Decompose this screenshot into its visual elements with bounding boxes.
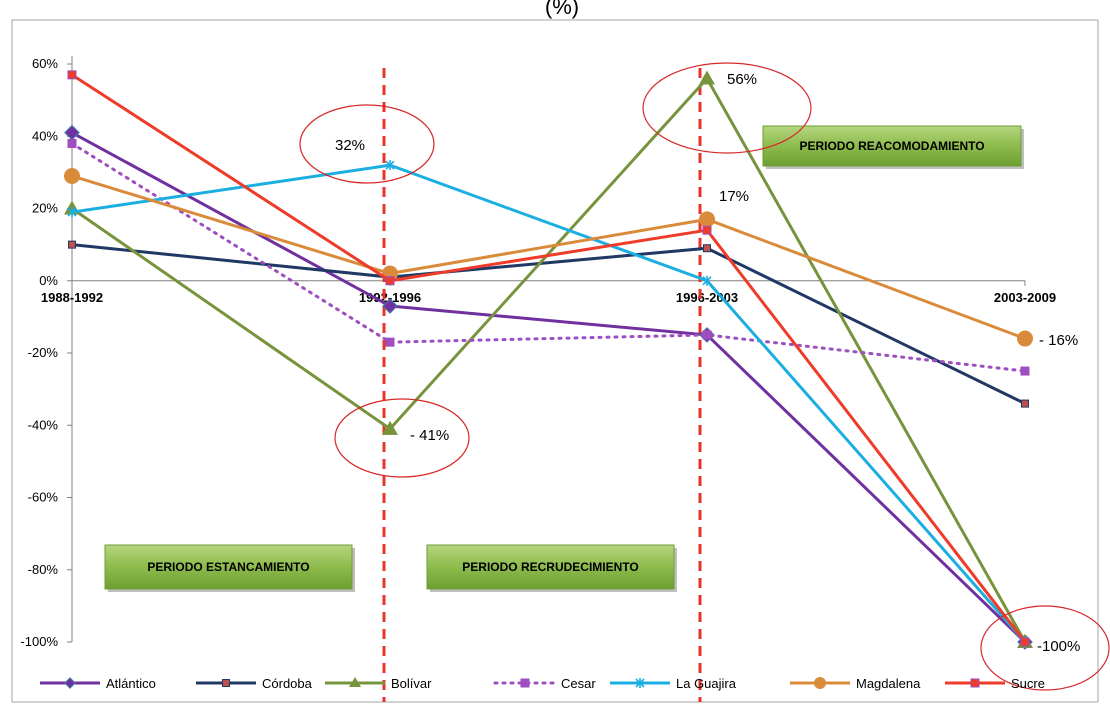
- data-point: [64, 167, 80, 184]
- data-point: [385, 337, 395, 347]
- series-line: [71, 76, 1027, 643]
- series-line: [71, 73, 1027, 643]
- x-tick-label: 1992-1996: [359, 290, 421, 305]
- legend-item: Atlántico: [40, 676, 156, 691]
- legend-item: Magdalena: [790, 676, 921, 691]
- data-point: [699, 70, 715, 85]
- highlight-ellipse: [642, 62, 812, 154]
- legend-swatch-marker: [520, 678, 530, 688]
- period-box-label: PERIODO RECRUDECIMIENTO: [462, 560, 638, 574]
- legend-label: Bolívar: [391, 676, 432, 691]
- series-line: [71, 243, 1026, 405]
- y-tick-label: -20%: [28, 345, 59, 360]
- y-tick-label: -80%: [28, 562, 59, 577]
- series-line: [71, 163, 1027, 643]
- legend-item: Córdoba: [196, 676, 313, 691]
- data-point: [702, 330, 712, 340]
- page-title: (%): [545, 0, 579, 19]
- data-point: [385, 276, 395, 286]
- legend-label: Atlántico: [106, 676, 156, 691]
- legend-swatch-marker: [814, 677, 826, 689]
- period-box-label: PERIODO ESTANCAMIENTO: [147, 560, 309, 574]
- legend-label: Sucre: [1011, 676, 1045, 691]
- data-point: [1021, 399, 1029, 408]
- annotation-label: 32%: [335, 137, 365, 154]
- legend-swatch-marker: [349, 677, 361, 687]
- highlight-ellipse: [299, 104, 435, 184]
- period-box: [762, 125, 1022, 167]
- legend-label: La Guajira: [676, 676, 737, 691]
- legend-label: Cesar: [561, 676, 596, 691]
- data-point: [382, 420, 398, 435]
- data-point: [1017, 330, 1033, 347]
- x-tick-label: 1996-2003: [676, 290, 738, 305]
- period-box: [426, 544, 675, 590]
- legend-swatch-marker: [970, 678, 980, 688]
- period-box: [104, 544, 353, 590]
- data-point: [67, 70, 77, 80]
- series-magdalena: [64, 167, 1033, 347]
- data-point: [699, 211, 715, 228]
- data-point: [382, 298, 398, 314]
- legend-label: Córdoba: [262, 676, 313, 691]
- legend-item: Sucre: [945, 676, 1045, 691]
- y-tick-label: 0%: [39, 273, 58, 288]
- y-tick-label: 20%: [32, 201, 58, 216]
- highlight-ellipse: [980, 605, 1110, 691]
- legend-item: Cesar: [493, 676, 596, 691]
- legend-swatch-marker: [222, 679, 230, 687]
- annotation-label: - 41%: [410, 427, 449, 444]
- legend-swatch-marker: [64, 677, 76, 689]
- highlight-ellipse: [334, 398, 470, 478]
- legend-swatch-marker: [635, 678, 645, 688]
- series-line: [71, 174, 1026, 340]
- period-box-label: PERIODO REACOMODAMIENTO: [799, 139, 984, 153]
- y-tick-label: -100%: [20, 634, 58, 649]
- data-point: [385, 160, 395, 171]
- y-tick-label: 60%: [32, 56, 58, 71]
- data-point: [703, 244, 711, 253]
- annotation-label: - 16%: [1039, 332, 1078, 349]
- data-point: [702, 225, 712, 235]
- y-tick-label: 40%: [32, 128, 58, 143]
- annotation-label: 17%: [719, 188, 749, 205]
- data-point: [67, 138, 77, 148]
- data-point: [1020, 637, 1030, 647]
- legend-label: Magdalena: [856, 676, 921, 691]
- data-point: [1020, 366, 1030, 376]
- data-point: [64, 124, 80, 141]
- legend-item: Bolívar: [325, 676, 432, 691]
- y-tick-label: -60%: [28, 490, 59, 505]
- series-sucre: [67, 70, 1030, 647]
- series-cesar: [67, 138, 1030, 376]
- chart-frame: [11, 19, 1099, 703]
- x-tick-label: 2003-2009: [994, 290, 1056, 305]
- annotation-label: -100%: [1037, 638, 1080, 655]
- series-line: [70, 141, 1027, 373]
- data-point: [67, 207, 77, 218]
- series-c-rdoba: [68, 240, 1029, 408]
- y-tick-label: -40%: [28, 417, 59, 432]
- data-point: [702, 275, 712, 286]
- x-tick-label: 1988-1992: [41, 290, 103, 305]
- data-point: [68, 240, 76, 249]
- series-line: [71, 131, 1027, 644]
- legend-item: La Guajira: [610, 676, 737, 691]
- annotation-label: 56%: [727, 71, 757, 88]
